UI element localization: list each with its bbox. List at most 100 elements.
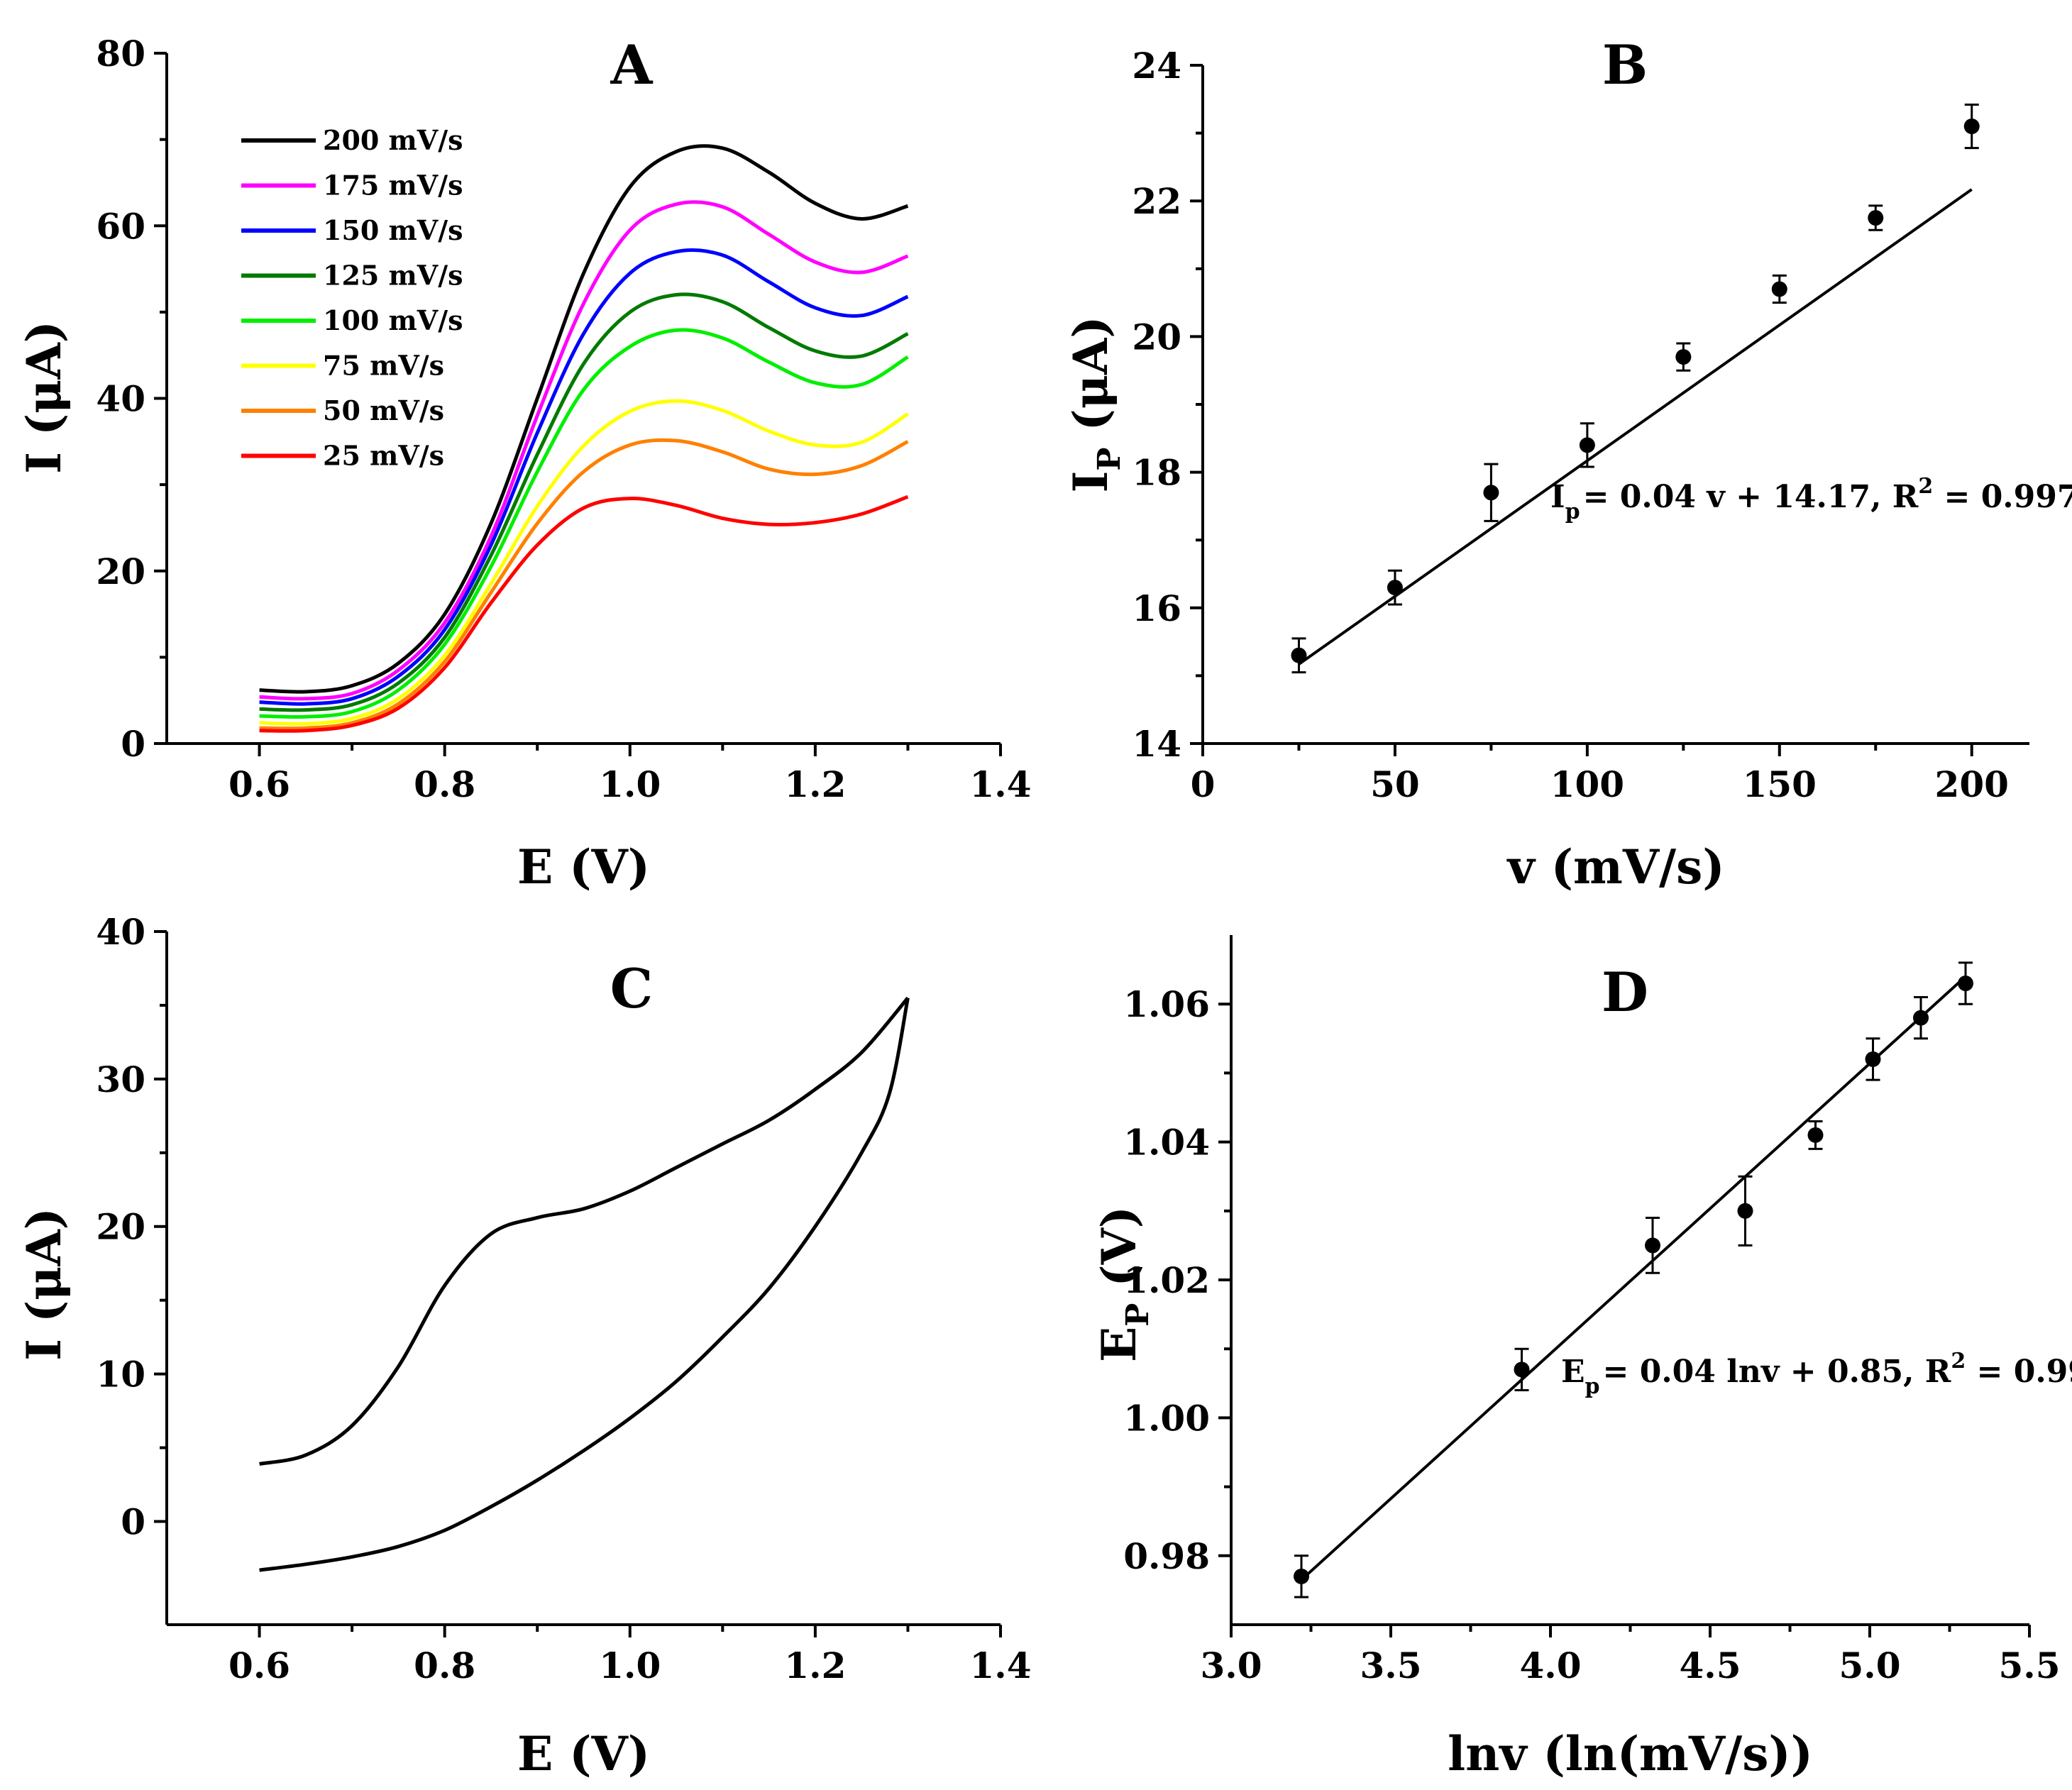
equation-tail: = 0.993 bbox=[1966, 1354, 2072, 1390]
x-tick-label: 5.0 bbox=[1839, 1645, 1901, 1686]
y-tick-label: 0 bbox=[121, 723, 145, 765]
y-tick-label: 80 bbox=[96, 33, 145, 74]
y-axis-label-main: I bbox=[1063, 471, 1118, 493]
panel-title: B bbox=[1602, 33, 1648, 96]
equation-lhs-subscript: p bbox=[1585, 1374, 1600, 1399]
panel-title: A bbox=[610, 33, 654, 96]
x-axis-label: E (V) bbox=[517, 1726, 650, 1781]
data-point bbox=[1514, 1361, 1530, 1378]
legend-label: 150 mV/s bbox=[323, 214, 463, 246]
legend-label: 200 mV/s bbox=[323, 124, 463, 156]
y-tick-label: 40 bbox=[96, 911, 145, 953]
equation-lhs-subscript: p bbox=[1565, 499, 1580, 524]
y-tick-label: 20 bbox=[96, 551, 145, 592]
series-line bbox=[259, 495, 909, 733]
y-tick-label: 1.06 bbox=[1123, 983, 1210, 1025]
x-tick-label: 4.0 bbox=[1520, 1645, 1582, 1686]
y-tick-label: 20 bbox=[96, 1206, 145, 1248]
x-tick-label: 100 bbox=[1550, 763, 1624, 805]
series-line bbox=[259, 996, 910, 1466]
legend-label: 50 mV/s bbox=[323, 394, 444, 426]
series-line bbox=[259, 200, 909, 701]
x-axis-label: E (V) bbox=[517, 839, 650, 895]
x-tick-label: 4.5 bbox=[1680, 1645, 1741, 1686]
data-point bbox=[1291, 647, 1307, 663]
data-point bbox=[1963, 118, 1980, 135]
data-point bbox=[1483, 485, 1499, 501]
y-tick-label: 40 bbox=[96, 378, 145, 420]
series-line bbox=[259, 248, 909, 706]
panel-title: D bbox=[1602, 961, 1648, 1024]
y-axis-label-subscript: P bbox=[1091, 447, 1128, 470]
x-tick-label: 150 bbox=[1743, 763, 1817, 805]
y-axis-label-unit: (V) bbox=[1091, 1206, 1147, 1303]
y-tick-label: 1.00 bbox=[1123, 1397, 1210, 1439]
y-tick-label: 30 bbox=[96, 1059, 145, 1100]
y-axis-label: EP (V) bbox=[1091, 1206, 1156, 1362]
data-point bbox=[1387, 580, 1403, 596]
y-axis-label-subscript: P bbox=[1120, 1303, 1156, 1327]
data-point bbox=[1865, 1051, 1881, 1067]
x-tick-label: 1.4 bbox=[970, 1645, 1032, 1686]
data-point bbox=[1913, 1010, 1929, 1026]
y-axis-label-unit: (μA) bbox=[1063, 316, 1118, 448]
regression-equation: Ep= 0.04 lnv + 0.85, R2 = 0.993 bbox=[1561, 1349, 2072, 1399]
series-line bbox=[259, 438, 909, 731]
series-line bbox=[259, 144, 909, 694]
y-tick-label: 0.98 bbox=[1123, 1535, 1210, 1577]
x-tick-label: 0.6 bbox=[228, 1645, 290, 1686]
y-tick-label: 60 bbox=[96, 205, 145, 247]
legend-label: 75 mV/s bbox=[323, 350, 444, 382]
data-point bbox=[1645, 1237, 1660, 1254]
equation-lhs: E bbox=[1561, 1354, 1585, 1390]
x-tick-label: 0.6 bbox=[228, 763, 290, 805]
y-axis-label: I (μA) bbox=[16, 321, 72, 474]
equation-lhs: I bbox=[1550, 479, 1565, 515]
x-tick-label: 50 bbox=[1370, 763, 1420, 805]
series-line bbox=[259, 328, 909, 719]
x-tick-label: 1.0 bbox=[599, 763, 661, 805]
y-axis-label-main: E bbox=[1091, 1327, 1147, 1362]
equation-body: = 0.04 lnv + 0.85, R bbox=[1603, 1354, 1951, 1390]
x-tick-label: 0.8 bbox=[414, 763, 475, 805]
y-tick-label: 22 bbox=[1132, 180, 1181, 222]
equation-tail: = 0.997 bbox=[1933, 479, 2072, 515]
data-point bbox=[1737, 1203, 1753, 1219]
data-point bbox=[1294, 1568, 1309, 1584]
y-tick-label: 0 bbox=[121, 1501, 145, 1542]
legend-label: 25 mV/s bbox=[323, 440, 444, 472]
y-tick-label: 1.02 bbox=[1123, 1259, 1210, 1301]
x-axis-label: lnv (ln(mV/s)) bbox=[1448, 1726, 1813, 1781]
legend-label: 175 mV/s bbox=[323, 170, 463, 201]
x-tick-label: 1.0 bbox=[599, 1645, 661, 1686]
series-line bbox=[259, 998, 910, 1572]
x-tick-label: 0 bbox=[1191, 763, 1216, 805]
fit-line bbox=[1300, 975, 1967, 1581]
y-tick-label: 16 bbox=[1132, 587, 1181, 629]
y-tick-label: 18 bbox=[1132, 452, 1181, 494]
series-line bbox=[259, 399, 909, 726]
regression-equation: Ip= 0.04 v + 14.17, R2 = 0.997 bbox=[1550, 474, 2072, 524]
data-point bbox=[1958, 976, 1973, 992]
x-tick-label: 3.5 bbox=[1360, 1645, 1422, 1686]
panel-d: 3.0 3.5 4.0 4.5 5.0 5.5 0.98 1.00 1.02 1.04 1.06 Dl… bbox=[1091, 935, 2072, 1781]
data-point bbox=[1807, 1127, 1824, 1143]
data-point bbox=[1771, 281, 1787, 297]
y-tick-label: 20 bbox=[1132, 316, 1181, 358]
y-axis-label: I (μA) bbox=[16, 1208, 72, 1361]
equation-r2-superscript: 2 bbox=[1951, 1349, 1966, 1374]
data-point bbox=[1675, 349, 1692, 365]
data-point bbox=[1868, 210, 1884, 226]
panel-a: 0.6 0.8 1.0 1.2 1.4 0 20 40 60 80 A E (V) I (μA) 200 … bbox=[16, 33, 1032, 895]
x-tick-label: 3.0 bbox=[1201, 1645, 1262, 1686]
y-tick-label: 10 bbox=[96, 1354, 145, 1396]
panel-title: C bbox=[610, 957, 654, 1020]
series-line bbox=[259, 292, 909, 712]
fit-line bbox=[1298, 188, 1973, 665]
x-tick-label: 1.2 bbox=[784, 1645, 846, 1686]
x-tick-label: 1.2 bbox=[784, 763, 846, 805]
y-tick-label: 1.04 bbox=[1123, 1122, 1210, 1164]
data-point bbox=[1579, 437, 1595, 453]
legend-label: 100 mV/s bbox=[323, 304, 463, 336]
